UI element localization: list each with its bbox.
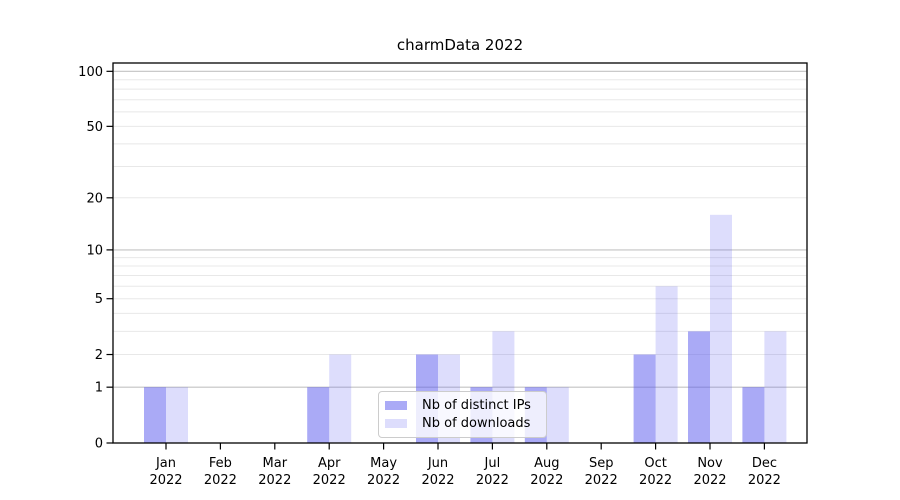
y-tick-label-100: 100 — [78, 65, 103, 80]
plot-border — [112, 62, 808, 444]
x-tick-label-year-may: 2022 — [367, 473, 400, 488]
y-tick-label-0: 0 — [95, 437, 103, 452]
x-tick-label-year-jun: 2022 — [421, 473, 454, 488]
bar-downloads-nov — [710, 214, 732, 443]
x-tick-label-year-mar: 2022 — [258, 473, 291, 488]
x-tick-label-year-feb: 2022 — [204, 473, 237, 488]
x-tick-label-year-dec: 2022 — [748, 473, 781, 488]
bar-downloads-oct — [655, 286, 678, 443]
bar-distinct-ips-apr — [307, 387, 330, 443]
x-tick-label-year-nov: 2022 — [693, 473, 726, 488]
legend-swatch-downloads — [385, 418, 407, 428]
chart-title: charmData 2022 — [396, 36, 524, 54]
x-tick-label-month-sep: Sep — [589, 456, 614, 471]
legend-label-downloads: Nb of downloads — [422, 415, 531, 431]
bar-distinct-ips-oct — [633, 354, 656, 443]
x-tick-label-year-sep: 2022 — [585, 473, 618, 488]
y-tick-label-1: 1 — [95, 381, 103, 396]
x-tick-label-year-oct: 2022 — [639, 473, 672, 488]
y-tick-label-20: 20 — [86, 191, 103, 206]
x-tick-label-month-feb: Feb — [209, 456, 232, 471]
x-tick-label-year-aug: 2022 — [530, 473, 563, 488]
x-tick-label-month-mar: Mar — [263, 456, 288, 471]
x-tick-label-month-oct: Oct — [644, 456, 666, 471]
x-tick-label-year-jul: 2022 — [476, 473, 509, 488]
x-tick-label-month-aug: Aug — [534, 456, 559, 471]
bar-downloads-apr — [329, 354, 352, 443]
legend-item-distinct-ips: Nb of distinct IPs — [385, 397, 538, 414]
x-tick-label-month-jul: Jul — [484, 456, 501, 471]
x-tick-label-month-jan: Jan — [155, 456, 176, 471]
y-tick-label-5: 5 — [95, 292, 103, 307]
legend: Nb of distinct IPs Nb of downloads — [378, 391, 547, 438]
y-tick-label-10: 10 — [86, 243, 103, 258]
legend-item-downloads: Nb of downloads — [385, 415, 538, 432]
bar-distinct-ips-nov — [688, 331, 710, 443]
bar-downloads-jan — [166, 387, 188, 443]
x-tick-label-month-jun: Jun — [427, 456, 448, 471]
legend-label-distinct-ips: Nb of distinct IPs — [422, 398, 531, 414]
bar-distinct-ips-jan — [144, 387, 166, 443]
bar-downloads-aug — [546, 387, 569, 443]
y-tick-label-50: 50 — [86, 120, 103, 135]
bar-downloads-dec — [764, 331, 787, 443]
x-tick-label-month-nov: Nov — [697, 456, 723, 471]
legend-swatch-distinct-ips — [385, 401, 407, 411]
x-tick-label-year-apr: 2022 — [313, 473, 346, 488]
bar-distinct-ips-dec — [742, 387, 765, 443]
x-tick-label-month-apr: Apr — [318, 456, 341, 471]
x-tick-label-month-dec: Dec — [752, 456, 777, 471]
x-tick-label-year-jan: 2022 — [149, 473, 182, 488]
y-tick-label-2: 2 — [95, 348, 103, 363]
x-tick-label-month-may: May — [370, 456, 397, 471]
